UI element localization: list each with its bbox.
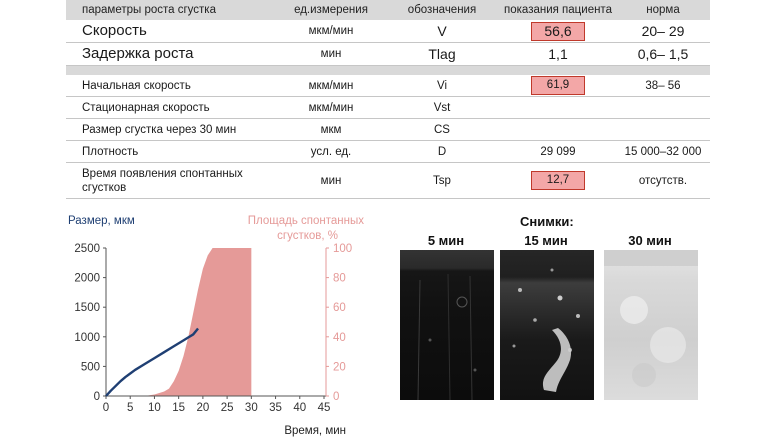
- abnormal-value-badge: 12,7: [531, 171, 585, 190]
- x-tick-label: 20: [196, 402, 209, 414]
- row-param: Плотность: [82, 145, 139, 158]
- row-symbol: V: [437, 23, 447, 39]
- x-tick-label: 25: [221, 402, 234, 414]
- x-tick-label: 30: [245, 402, 258, 414]
- x-tick-label: 15: [172, 402, 185, 414]
- table-row: Задержка роста мин Tlag 1,1 0,6– 1,5: [66, 43, 710, 66]
- row-value: 1,1: [500, 43, 616, 65]
- y-left-tick-label: 2000: [74, 273, 100, 285]
- header-norm: норма: [646, 4, 680, 16]
- row-symbol: CS: [434, 123, 450, 136]
- row-symbol: Vst: [433, 101, 451, 114]
- table-row: Размер сгустка через 30 мин мкм CS: [66, 119, 710, 141]
- row-value: 61,9: [500, 75, 616, 96]
- y-right-tick-label: 20: [333, 361, 346, 373]
- row-norm: 38– 56: [645, 79, 681, 92]
- snapshot-label-5: 5 мин: [427, 233, 465, 248]
- y-left-tick-label: 2500: [74, 243, 100, 255]
- y-left-label: Размер, мкм: [68, 215, 135, 227]
- y-right-tick-label: 0: [333, 391, 339, 403]
- y-right-tick-label: 40: [333, 332, 346, 344]
- snapshot-image-15-min: [500, 250, 594, 400]
- row-symbol: Vi: [436, 79, 448, 92]
- table-row: Начальная скорость мкм/мин Vi 61,9 38– 56: [66, 75, 710, 97]
- x-tick-label: 45: [318, 402, 331, 414]
- y-left-tick-label: 1000: [74, 332, 100, 344]
- row-param: Скорость: [82, 22, 147, 39]
- header-symbol: обозначения: [407, 4, 477, 16]
- table-row: Плотность усл. ед. D 29 099 15 000–32 000: [66, 141, 710, 163]
- row-norm: 20– 29: [641, 23, 685, 39]
- row-value: [500, 97, 616, 118]
- y-right-tick-label: 80: [333, 273, 346, 285]
- row-param: Задержка роста: [82, 45, 194, 62]
- y-right-label-line2: сгустков, %: [277, 230, 338, 242]
- row-norm: 15 000–32 000: [624, 145, 702, 158]
- x-tick-label: 0: [103, 402, 109, 414]
- snapshot-label-30: 30 мин: [628, 233, 672, 248]
- snapshots-title: Снимки:: [520, 214, 574, 229]
- table-row: Скорость мкм/мин V 56,6 20– 29: [66, 20, 710, 43]
- y-left-tick-label: 1500: [74, 302, 100, 314]
- x-axis-label: Время, мин: [284, 425, 346, 437]
- row-symbol: Tlag: [428, 46, 456, 62]
- row-unit: мкм/мин: [308, 79, 354, 92]
- row-value: 12,7: [500, 163, 616, 198]
- snapshot-image-30-min: [604, 250, 698, 400]
- x-tick-label: 35: [269, 402, 282, 414]
- row-unit: усл. ед.: [310, 145, 352, 158]
- y-left-tick-label: 500: [81, 361, 100, 373]
- row-unit: мин: [320, 174, 342, 187]
- row-symbol: Tsp: [433, 174, 451, 187]
- row-value: 56,6: [500, 20, 616, 42]
- x-tick-label: 5: [127, 402, 133, 414]
- header-unit: ед.измерения: [294, 4, 368, 16]
- row-symbol: D: [437, 145, 447, 158]
- table-header: параметры роста сгустка ед.измерения обо…: [66, 0, 710, 20]
- row-param: Начальная скорость: [82, 79, 191, 92]
- row-norm: [616, 119, 710, 140]
- snapshot-label-15: 15 мин: [524, 233, 568, 248]
- row-unit: мкм/мин: [308, 101, 354, 114]
- row-param: Размер сгустка через 30 мин: [82, 123, 237, 136]
- abnormal-value-badge: 56,6: [531, 21, 585, 41]
- table-row: Стационарная скорость мкм/мин Vst: [66, 97, 710, 119]
- row-norm: 0,6– 1,5: [637, 46, 689, 62]
- table-separator: [66, 66, 710, 75]
- value-text: 29 099: [540, 145, 576, 158]
- snapshot-image-5-min: [400, 250, 494, 400]
- x-tick-label: 10: [148, 402, 161, 414]
- snapshots-panel: Снимки: 5 мин 15 мин 30 мин: [392, 210, 712, 410]
- clot-size-line: [105, 327, 199, 397]
- row-norm: отсутств.: [638, 174, 688, 187]
- row-value: [500, 119, 616, 140]
- value-text: 1,1: [548, 46, 568, 62]
- y-right-tick-label: 100: [333, 243, 352, 255]
- row-param: Стационарная скорость: [82, 101, 210, 114]
- row-norm: [616, 97, 710, 118]
- clot-growth-chart: 0 500 1000 1500 2000 2500 0 20 40 60 80 100 0 5 10 15 20…: [60, 206, 380, 442]
- spontaneous-clot-area: [106, 248, 252, 396]
- y-right-tick-label: 60: [333, 302, 346, 314]
- abnormal-value-badge: 61,9: [531, 76, 585, 95]
- table-row: Время появления спонтанных сгустков мин Ts…: [66, 163, 710, 199]
- header-param: параметры роста сгустка: [82, 4, 216, 16]
- y-left-tick-label: 0: [94, 391, 100, 403]
- row-value: 29 099: [500, 141, 616, 162]
- row-param: Время появления спонтанных сгустков: [82, 167, 243, 194]
- x-tick-label: 40: [293, 402, 306, 414]
- row-unit: мин: [320, 48, 342, 60]
- row-unit: мкм/мин: [308, 25, 354, 37]
- row-unit: мкм: [320, 123, 342, 136]
- header-value: показания пациента: [504, 4, 612, 16]
- y-right-label-line1: Площадь спонтанных: [248, 215, 364, 227]
- clot-growth-table: параметры роста сгустка ед.измерения обо…: [66, 0, 710, 199]
